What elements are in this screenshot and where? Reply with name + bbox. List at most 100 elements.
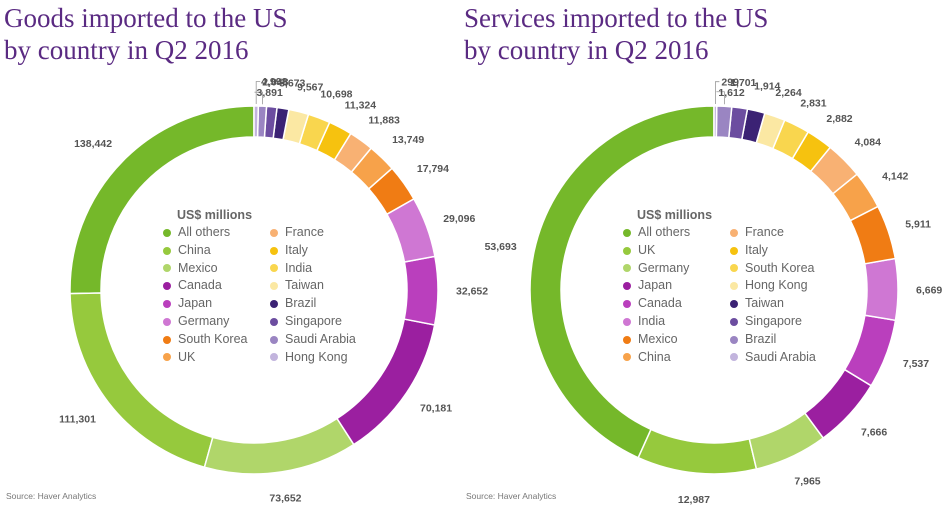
services-legend-item-germany: Germany	[623, 260, 730, 278]
goods-value-label-india: 10,698	[320, 89, 352, 101]
goods-slice-hong-kong	[253, 105, 260, 138]
goods-legend-item-hong-kong: Hong Kong	[270, 349, 370, 367]
services-legend-item-canada: Canada	[623, 295, 730, 313]
goods-legend-item-uk: UK	[163, 349, 270, 367]
services-legend-swatch-uk	[623, 246, 631, 255]
services-value-label-brazil: 1,612	[718, 87, 744, 99]
services-legend-label-japan: Japan	[638, 278, 673, 293]
goods-legend-item-singapore: Singapore	[270, 313, 370, 331]
goods-legend-item-germany: Germany	[163, 313, 270, 331]
services-source-note: Source: Haver Analytics	[466, 491, 557, 501]
services-legend-swatch-singapore	[730, 317, 738, 326]
goods-value-label-france: 11,883	[368, 114, 400, 126]
goods-legend-item-canada: Canada	[163, 277, 270, 295]
goods-value-label-hong-kong: 2,048	[262, 77, 288, 89]
services-legend-label-italy: Italy	[745, 242, 768, 257]
goods-legend-label-uk: UK	[178, 349, 196, 364]
services-donut-chart: 53,693 12,987 7,965 7,666 7,537 6,669 5,911 4,1…	[485, 77, 943, 506]
services-legend-swatch-mexico	[623, 335, 631, 344]
services-value-label-all-others: 53,693	[485, 241, 517, 253]
services-legend-grid: All others UK Germany Japan Canada India Mexic…	[623, 224, 823, 366]
goods-leader-saudi-arabia	[254, 91, 263, 105]
services-legend-swatch-saudi-arabia	[730, 353, 738, 362]
goods-legend-swatch-singapore	[270, 317, 278, 326]
services-value-label-mexico: 5,911	[905, 219, 931, 231]
goods-legend-item-brazil: Brazil	[270, 295, 370, 313]
services-legend-item-india: India	[623, 313, 730, 331]
services-legend-swatch-india	[623, 317, 631, 326]
goods-legend-grid: All others China Mexico Canada Japan Germany S…	[163, 224, 363, 366]
goods-legend-label-germany: Germany	[178, 313, 230, 328]
services-value-label-south-korea: 2,831	[800, 97, 826, 109]
services-legend-item-france: France	[730, 224, 830, 242]
services-value-label-uk: 12,987	[678, 494, 710, 506]
services-legend-item-saudi-arabia: Saudi Arabia	[730, 349, 830, 367]
services-chart-panel: Services imported to the US by country i…	[460, 0, 943, 523]
goods-legend-item-saudi-arabia: Saudi Arabia	[270, 331, 370, 349]
services-value-label-singapore: 1,701	[730, 77, 756, 89]
goods-legend-swatch-south-korea	[163, 335, 171, 344]
services-legend-swatch-italy	[730, 246, 738, 255]
services-legend-item-brazil: Brazil	[730, 331, 830, 349]
services-slice-india	[863, 257, 899, 322]
services-value-label-canada: 7,537	[903, 358, 929, 370]
goods-legend-label-india: India	[285, 260, 313, 275]
services-legend-swatch-germany	[623, 264, 631, 273]
services-legend-item-japan: Japan	[623, 277, 730, 295]
goods-donut-chart: 138,442 111,301 73,652 70,181 32,652 29,096 17…	[59, 76, 488, 505]
goods-legend-item-italy: Italy	[270, 242, 370, 260]
goods-chart-panel: Goods imported to the US by country in Q…	[0, 0, 488, 523]
services-legend-item-taiwan: Taiwan	[730, 295, 830, 313]
services-legend-label-taiwan: Taiwan	[745, 296, 784, 311]
goods-slice-japan	[403, 255, 439, 326]
services-legend: US$ millions All others UK Germany Japan Can…	[623, 206, 823, 366]
goods-legend-swatch-germany	[163, 317, 171, 326]
goods-value-label-brazil: 5,673	[279, 78, 305, 90]
goods-legend-item-taiwan: Taiwan	[270, 277, 370, 295]
goods-legend-title: US$ millions	[177, 208, 253, 222]
services-value-label-italy: 2,882	[826, 113, 852, 125]
goods-legend-label-brazil: Brazil	[285, 296, 317, 311]
goods-legend-item-south-korea: South Korea	[163, 331, 270, 349]
goods-chart-title: Goods imported to the US by country in Q…	[4, 3, 288, 65]
services-legend-label-singapore: Singapore	[745, 313, 802, 328]
services-legend-swatch-all-others	[623, 228, 631, 237]
goods-legend-label-france: France	[285, 225, 324, 239]
services-value-label-taiwan: 1,914	[754, 81, 780, 93]
goods-legend-label-japan: Japan	[178, 296, 213, 311]
goods-legend-swatch-france	[270, 228, 278, 237]
services-legend-swatch-hong-kong	[730, 282, 738, 291]
services-value-label-saudi-arabia: 299	[721, 77, 739, 89]
services-legend-swatch-south-korea	[730, 264, 738, 273]
goods-legend-swatch-canada	[163, 282, 171, 291]
goods-value-label-all-others: 138,442	[74, 138, 112, 150]
services-leader-saudi-arabia	[715, 81, 720, 105]
goods-value-label-italy: 11,324	[345, 100, 377, 112]
goods-legend-item-mexico: Mexico	[163, 260, 270, 278]
goods-legend-item-japan: Japan	[163, 295, 270, 313]
services-value-label-france: 4,084	[855, 137, 881, 149]
services-leader-brazil	[716, 91, 725, 105]
goods-value-label-japan: 32,652	[456, 286, 488, 298]
services-legend-title: US$ millions	[637, 208, 713, 222]
goods-value-label-south-korea: 17,794	[417, 163, 449, 175]
goods-legend-label-south-korea: South Korea	[178, 331, 248, 346]
services-legend-label-canada: Canada	[638, 296, 682, 311]
services-legend-label-all-others: All others	[638, 225, 691, 239]
services-value-label-japan: 7,666	[861, 427, 887, 439]
services-legend-label-hong-kong: Hong Kong	[745, 278, 808, 293]
services-legend-item-uk: UK	[623, 242, 730, 260]
goods-legend-swatch-hong-kong	[270, 353, 278, 362]
services-legend-item-italy: Italy	[730, 242, 830, 260]
goods-legend-swatch-taiwan	[270, 282, 278, 291]
goods-legend-label-canada: Canada	[178, 278, 222, 293]
services-value-label-germany: 7,965	[794, 475, 820, 487]
goods-legend-swatch-all-others	[163, 228, 171, 237]
services-slice-saudi-arabia	[713, 105, 718, 138]
goods-legend-item-china: China	[163, 242, 270, 260]
services-legend-swatch-france	[730, 228, 738, 237]
goods-legend-item-india: India	[270, 260, 370, 278]
services-legend-item-south-korea: South Korea	[730, 260, 830, 278]
services-value-label-china: 4,142	[882, 171, 908, 183]
services-legend-swatch-brazil	[730, 335, 738, 344]
